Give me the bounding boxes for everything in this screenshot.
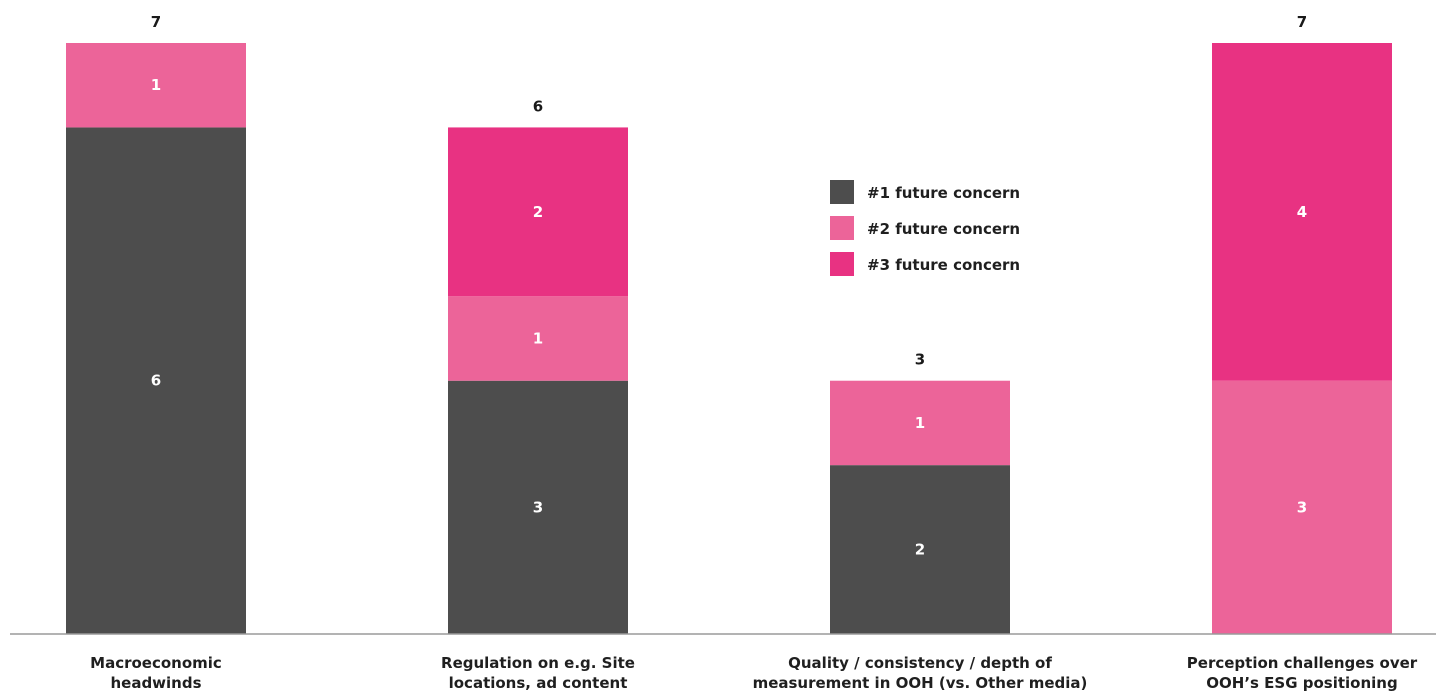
bar-segment <box>830 380 1010 466</box>
x-tick-label: Macroeconomic <box>90 654 222 672</box>
data-label: 2 <box>533 203 543 221</box>
bar-segment <box>66 43 246 128</box>
data-label: 6 <box>151 372 161 390</box>
bar-segment <box>448 296 628 381</box>
bar-segment <box>1212 43 1392 381</box>
bars-layer: 6 1 7 3 1 2 6 2 1 3 3 4 7 <box>66 13 1392 634</box>
legend-label: #3 future concern <box>867 256 1020 274</box>
bar-segment <box>66 127 246 634</box>
legend: #1 future concern #2 future concern #3 fut… <box>830 180 1020 276</box>
category-labels: Macroeconomic headwinds Regulation on e.g.… <box>90 654 1418 692</box>
legend-swatch <box>830 180 854 204</box>
total-label: 7 <box>151 13 161 31</box>
data-label: 3 <box>1297 498 1307 516</box>
x-tick-label: measurement in OOH (vs. Other media) <box>753 674 1088 692</box>
data-label: 2 <box>915 541 925 559</box>
x-tick-label: Perception challenges over <box>1187 654 1418 672</box>
legend-label: #1 future concern <box>867 184 1020 202</box>
total-label: 7 <box>1297 13 1307 31</box>
x-tick-label: OOH’s ESG positioning <box>1206 674 1397 692</box>
x-tick-label: Quality / consistency / depth of <box>788 654 1052 672</box>
legend-label: #2 future concern <box>867 220 1020 238</box>
bar-segment <box>448 380 628 634</box>
legend-swatch <box>830 216 854 240</box>
data-label: 4 <box>1297 203 1307 221</box>
x-tick-label: headwinds <box>110 674 201 692</box>
x-tick-label: Regulation on e.g. Site <box>441 654 635 672</box>
data-label: 1 <box>915 414 925 432</box>
data-label: 1 <box>151 76 161 94</box>
bar-segment <box>448 127 628 297</box>
total-label: 3 <box>915 351 925 369</box>
total-label: 6 <box>533 97 543 115</box>
legend-swatch <box>830 252 854 276</box>
bar-segment <box>1212 380 1392 634</box>
x-tick-label: locations, ad content <box>449 674 628 692</box>
data-label: 3 <box>533 498 543 516</box>
data-label: 1 <box>533 330 543 348</box>
bar-segment <box>830 465 1010 634</box>
